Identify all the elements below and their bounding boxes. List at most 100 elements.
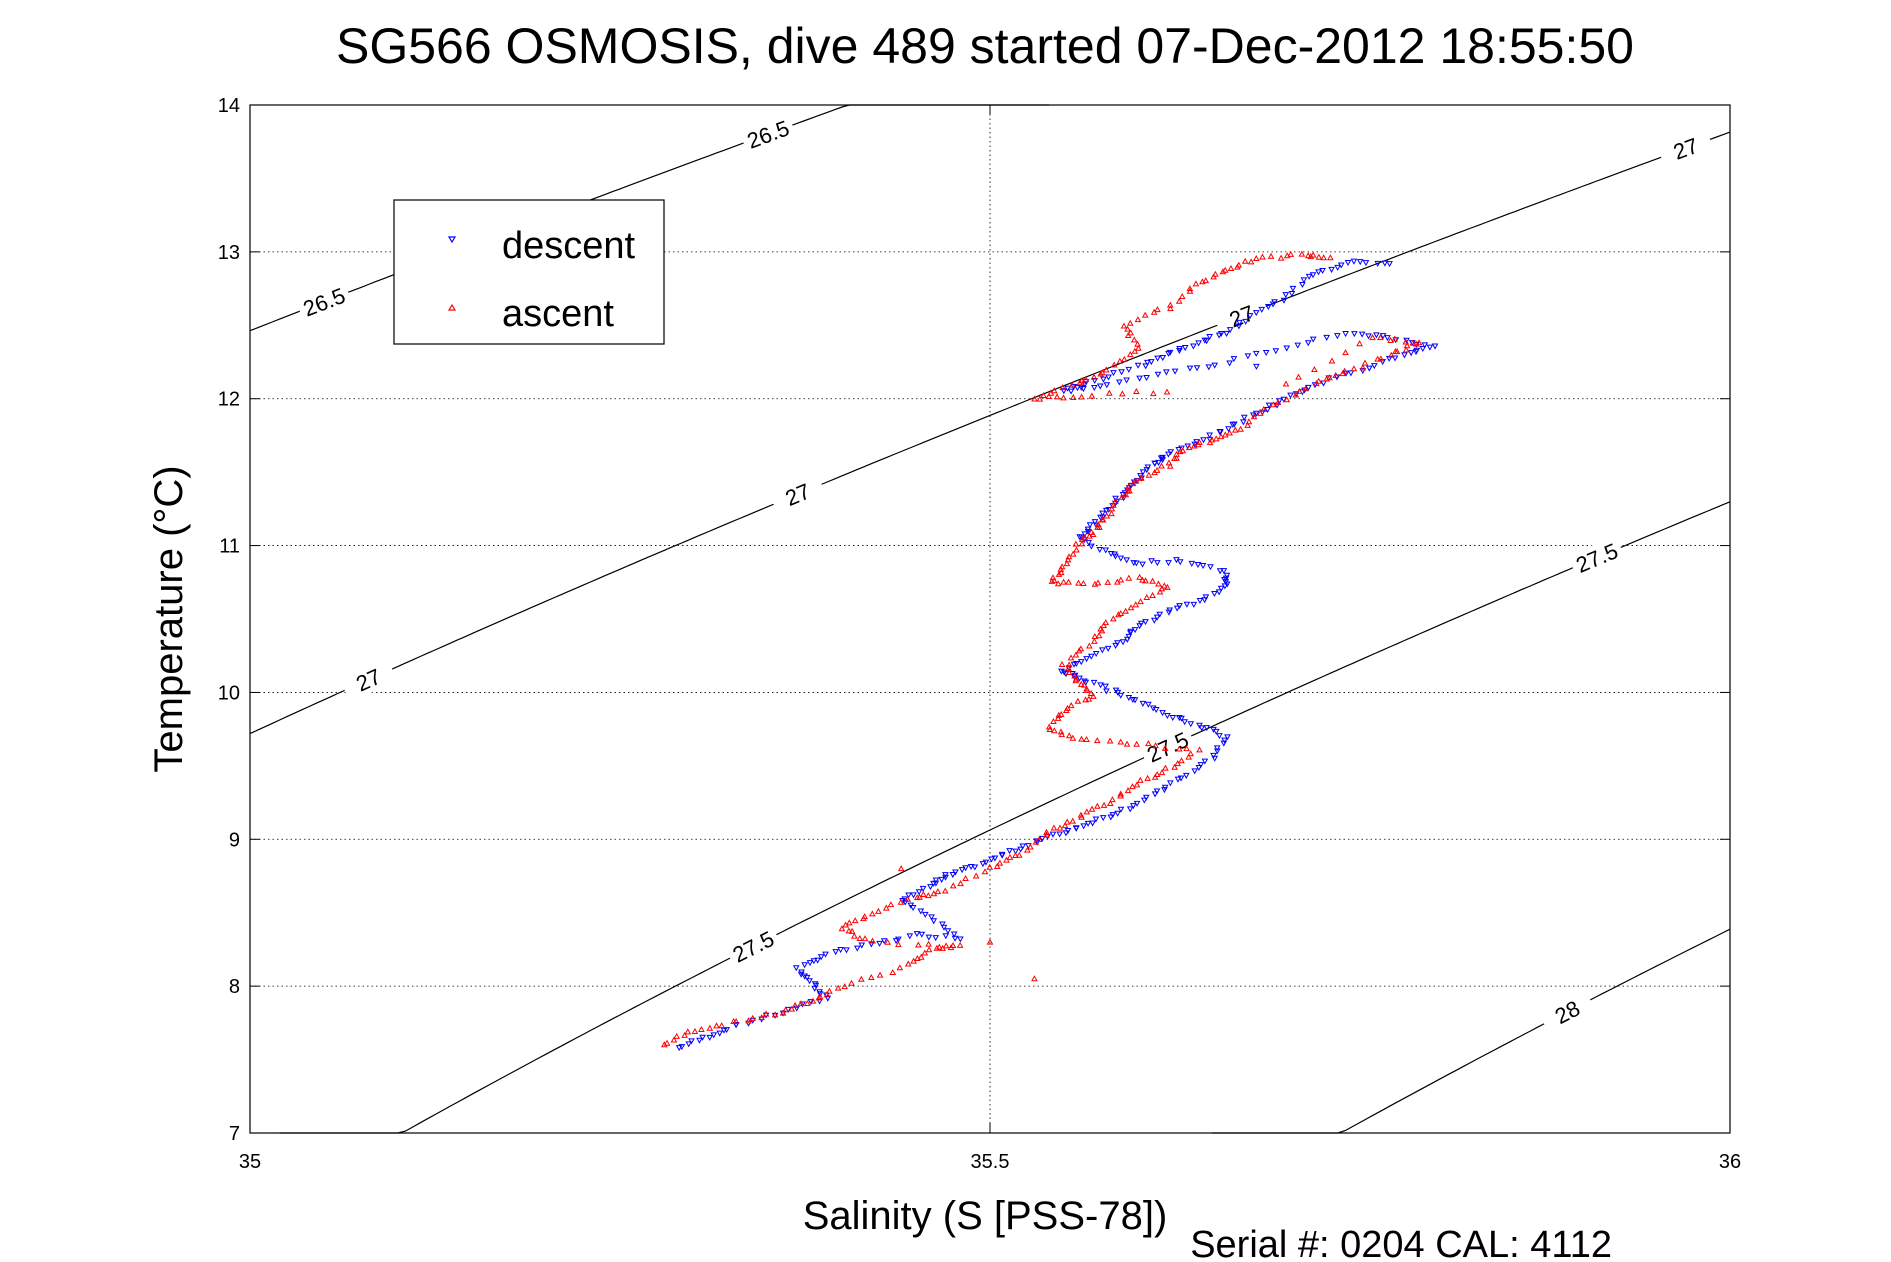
ascent-point: [1067, 654, 1075, 661]
ascent-point: [1221, 266, 1229, 273]
y-tick-label: 12: [218, 389, 240, 411]
descent-point: [1381, 260, 1389, 267]
legend-ascent-label: ascent: [502, 293, 614, 335]
descent-point: [1213, 748, 1221, 755]
descent-point: [1159, 355, 1167, 362]
descent-point: [1104, 645, 1112, 652]
descent-point: [1123, 377, 1130, 384]
ascent-point: [1072, 677, 1080, 684]
ascent-point: [1185, 444, 1193, 451]
descent-point: [1351, 331, 1358, 338]
descent-point: [907, 902, 915, 909]
descent-point: [1073, 660, 1080, 668]
y-tick-label: 9: [229, 829, 240, 851]
ascent-point: [1122, 491, 1130, 498]
descent-point: [1182, 772, 1190, 779]
descent-point: [1253, 363, 1260, 370]
descent-point: [853, 945, 861, 952]
descent-point: [1300, 277, 1308, 284]
ascent-point: [1036, 835, 1043, 842]
ascent-point: [1113, 578, 1121, 585]
ascent-point: [942, 942, 950, 949]
descent-point: [1074, 385, 1081, 392]
descent-point: [1213, 745, 1221, 752]
descent-point: [944, 928, 952, 935]
descent-point: [1419, 345, 1427, 353]
legend-descent-marker: [447, 236, 457, 244]
ascent-point: [875, 907, 882, 914]
descent-point: [1319, 267, 1326, 274]
ascent-point: [933, 944, 941, 951]
descent-point: [913, 931, 921, 938]
ascent-point: [861, 913, 869, 920]
descent-point: [1356, 259, 1364, 266]
descent-point: [810, 958, 818, 965]
ascent-point: [1065, 664, 1072, 671]
descent-point: [1060, 388, 1068, 395]
descent-point: [917, 908, 925, 915]
descent-point: [1084, 820, 1092, 827]
descent-point: [1304, 340, 1312, 347]
descent-point: [1217, 429, 1224, 436]
descent-point: [1067, 388, 1075, 395]
ascent-point: [1377, 355, 1385, 362]
descent-point: [1197, 762, 1205, 769]
ascent-point: [1050, 387, 1058, 394]
ascent-point: [1067, 702, 1075, 709]
descent-point: [1344, 260, 1352, 267]
descent-point: [962, 865, 969, 872]
ascent-point: [895, 941, 902, 948]
descent-point: [1064, 385, 1071, 392]
ascent-point: [1057, 710, 1065, 717]
ascent-point: [887, 901, 895, 908]
ascent-point: [986, 863, 994, 870]
ascent-point: [1040, 391, 1047, 398]
ascent-point: [803, 1000, 811, 1007]
descent-point: [1210, 752, 1217, 759]
descent-point: [1193, 365, 1201, 372]
ascent-point: [834, 984, 842, 991]
descent-point: [1401, 352, 1408, 359]
descent-point: [1080, 537, 1088, 544]
ascent-point: [791, 1001, 799, 1008]
ascent-point: [1081, 534, 1089, 541]
descent-point: [971, 864, 979, 871]
descent-point: [1049, 831, 1057, 838]
ascent-point: [1127, 329, 1134, 336]
ascent-point: [1132, 601, 1140, 608]
ascent-point: [897, 865, 905, 872]
ascent-point: [1031, 395, 1038, 402]
descent-point: [1150, 617, 1158, 624]
descent-point: [817, 954, 825, 961]
descent-point: [1240, 414, 1248, 421]
descent-point: [1198, 725, 1206, 732]
descent-point: [1211, 590, 1218, 598]
descent-point: [1195, 340, 1202, 347]
ascent-point: [1165, 459, 1173, 466]
descent-point: [1072, 825, 1080, 832]
ascent-point: [1295, 373, 1302, 380]
descent-point: [1151, 460, 1159, 467]
descent-point: [1365, 365, 1373, 372]
ascent-point: [1252, 255, 1260, 262]
descent-point: [1123, 557, 1131, 564]
descent-point: [1226, 360, 1233, 367]
descent-point: [1221, 583, 1229, 590]
descent-point: [1191, 768, 1199, 775]
descent-point: [1309, 336, 1317, 343]
descent-point: [1207, 564, 1214, 571]
descent-point: [1097, 682, 1104, 689]
descent-point: [1105, 374, 1112, 381]
descent-point: [1203, 338, 1210, 345]
ascent-point: [732, 1018, 740, 1025]
ascent-point: [1245, 418, 1253, 425]
descent-point: [1155, 459, 1162, 466]
ascent-point: [1154, 306, 1161, 313]
ascent-point: [845, 919, 853, 926]
descent-point: [1154, 371, 1162, 378]
descent-point: [1153, 614, 1161, 621]
descent-point: [816, 989, 823, 996]
descent-point: [998, 851, 1006, 858]
serial-footer: Serial #: 0204 CAL: 4112: [1190, 1224, 1612, 1262]
descent-point: [1271, 299, 1278, 306]
